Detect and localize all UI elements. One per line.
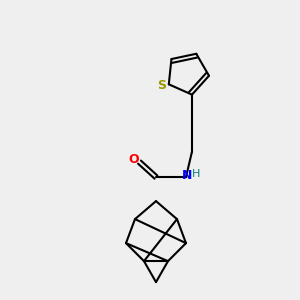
Text: O: O — [129, 153, 140, 166]
Text: H: H — [192, 169, 201, 178]
Text: N: N — [182, 169, 193, 182]
Text: S: S — [157, 79, 166, 92]
